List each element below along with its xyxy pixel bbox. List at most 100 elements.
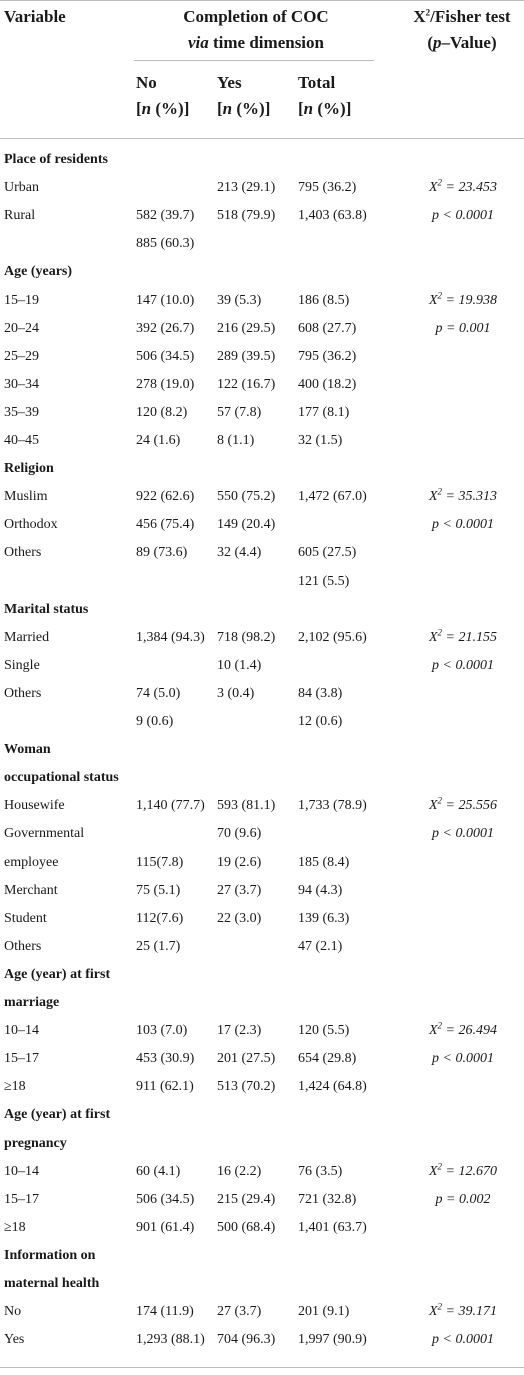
cell-yes: 27 (3.7) [217,1304,262,1320]
cell-total: 1,403 (63.8) [298,208,367,224]
cell-label: Yes [4,1332,25,1348]
cell-stat: X2 = 25.556 [428,795,497,814]
cell-total: 721 (32.8) [298,1191,357,1207]
cell-no: 112(7.6) [136,910,184,926]
cell-stat: p < 0.0001 [432,1051,494,1067]
cell-stat: X2 = 23.453 [428,177,497,196]
header-no: No [n (%)] [136,70,189,122]
cell-label: Housewife [4,798,65,814]
cell-yes: 216 (29.5) [217,320,276,336]
cell-yes: 27 (3.7) [217,882,262,898]
header-n-italic: n [141,99,152,118]
cell-yes: 593 (81.1) [217,798,276,814]
cell-yes: 215 (29.4) [217,1191,276,1207]
cell-no: 9 (0.6) [136,714,174,729]
cell-yes: 17 (2.3) [217,1023,262,1039]
cell-yes: 513 (70.2) [217,1079,276,1095]
cell-stat: X2 = 19.938 [428,289,497,308]
cell-label: Rural [4,208,36,224]
cell-no: 115(7.8) [136,854,184,870]
header-test-rest: /Fisher test [430,7,511,26]
cell-total: 2,102 (95.6) [298,629,367,645]
section-label: Woman [4,742,51,758]
header-total-n: [n (%)] [298,96,351,122]
cell-no: 25 (1.7) [136,938,181,954]
cell-no: 103 (7.0) [136,1023,188,1039]
cell-yes: 289 (39.5) [217,348,276,364]
cell-total: 177 (8.1) [298,404,350,420]
cell-total: 185 (8.4) [298,854,350,870]
header-test-sup: 2 [425,7,431,18]
cell-yes: 19 (2.6) [217,854,262,870]
cell-stat: p < 0.0001 [432,208,494,224]
cell-label: Student [4,910,47,926]
cell-no: 1,140 (77.7) [136,798,205,814]
cell-no: 506 (34.5) [136,348,195,364]
cell-yes: 122 (16.7) [217,376,276,392]
header-completion-line1: Completion of COC [183,7,329,26]
cell-total: 608 (27.7) [298,320,357,336]
cell-yes: 10 (1.4) [217,657,262,673]
cell-label: 15–17 [4,1051,39,1067]
header-test-line2: (p–Value) [400,30,524,56]
cell-stat: p = 0.001 [435,320,491,336]
cell-total: 795 (36.2) [298,348,357,364]
cell-label: ≥18 [4,1219,26,1235]
cell-yes: 213 (29.1) [217,180,276,196]
cell-no: 582 (39.7) [136,208,195,224]
header-n-rest: (%)] [232,99,271,118]
header-total: Total [n (%)] [298,70,351,122]
cell-yes: 500 (68.4) [217,1219,276,1235]
cell-total: 139 (6.3) [298,910,350,926]
cell-total: 1,472 (67.0) [298,489,367,505]
header-total-label: Total [298,73,336,92]
header-n-rest: (%)] [151,99,190,118]
cell-label: Others [4,685,42,701]
cell-label: Muslim [4,489,48,505]
cell-no: 74 (5.0) [136,685,181,701]
header-pvalue-open: ( [427,33,434,52]
cell-label: 35–39 [4,404,39,420]
cell-yes: 32 (4.4) [217,545,262,561]
section-label: Age (years) [4,264,73,280]
cell-yes: 718 (98.2) [217,629,276,645]
cell-label: 30–34 [4,376,39,392]
cell-total: 121 (5.5) [298,573,350,589]
cell-label: Orthodox [4,517,58,533]
cell-no: 911 (62.1) [136,1079,194,1095]
cell-label: 10–14 [4,1163,39,1179]
cell-label: Merchant [4,882,58,898]
cell-stat: p < 0.0001 [432,517,494,533]
section-label: Information on [4,1247,96,1263]
cell-yes: 39 (5.3) [217,292,262,308]
cell-label: 15–17 [4,1191,39,1207]
cell-total: 201 (9.1) [298,1304,350,1320]
header-variable: Variable [4,7,66,26]
header-time-dimension: time dimension [208,33,324,52]
cell-total: 186 (8.5) [298,292,350,308]
section-label: occupational status [4,770,119,786]
header-yes-n: [n (%)] [217,96,270,122]
cell-yes: 149 (20.4) [217,517,276,533]
header-completion: Completion of COC via time dimension [138,4,374,56]
cell-stat: X2 = 35.313 [428,486,497,505]
cell-label: Urban [4,180,39,196]
cell-label: ≥18 [4,1079,26,1095]
cell-no: 922 (62.6) [136,489,195,505]
cell-no: 456 (75.4) [136,517,195,533]
cell-total: 1,733 (78.9) [298,798,367,814]
completion-underline [134,60,374,61]
cell-no: 1,384 (94.3) [136,629,205,645]
cell-yes: 704 (96.3) [217,1332,276,1348]
cell-stat: p < 0.0001 [432,826,494,842]
cell-stat: X2 = 39.171 [428,1301,497,1320]
cell-no: 1,293 (88.1) [136,1332,205,1348]
cell-total: 654 (29.8) [298,1051,357,1067]
cell-no: 60 (4.1) [136,1163,181,1179]
cell-yes: 8 (1.1) [217,433,255,448]
cell-no: 174 (11.9) [136,1304,194,1320]
cell-no: 75 (5.1) [136,882,181,898]
cell-yes: 518 (79.9) [217,208,276,224]
header-n-open: [ [136,99,142,118]
cell-label: 40–45 [4,433,39,448]
